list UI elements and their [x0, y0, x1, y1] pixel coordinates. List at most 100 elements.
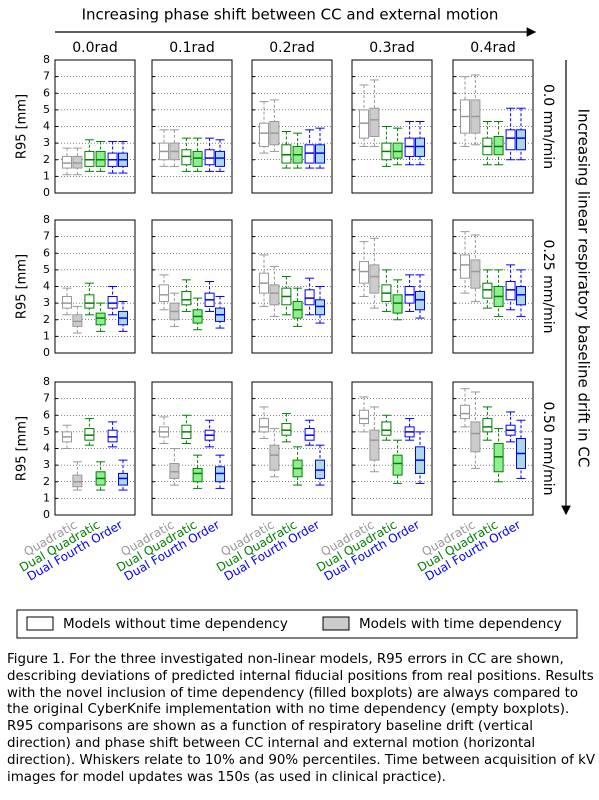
y-tick-label: 0 — [43, 508, 50, 521]
box — [369, 107, 380, 137]
box — [192, 467, 203, 483]
y-tick-label: 2 — [43, 475, 50, 488]
box — [281, 423, 292, 436]
legend-label: Models with time dependency — [359, 616, 562, 632]
legend-swatch — [322, 616, 350, 631]
box — [516, 129, 526, 151]
y-tick-label: 8 — [43, 53, 50, 66]
panel-frame — [251, 219, 333, 354]
box — [460, 254, 470, 279]
panel-frame — [54, 59, 136, 194]
y-tick-label: 4 — [43, 280, 50, 293]
y-tick-label: 5 — [43, 425, 50, 438]
y-tick-label: 4 — [43, 120, 50, 133]
y-tick-label: 5 — [43, 103, 50, 116]
box — [215, 466, 225, 483]
box — [392, 142, 403, 159]
legend-swatch — [26, 616, 54, 631]
box — [315, 299, 325, 316]
box — [470, 421, 481, 453]
box — [315, 144, 325, 164]
y-tick-label: 4 — [43, 442, 50, 455]
row-axis-label: Increasing linear respiratory baseline d… — [575, 109, 593, 468]
panel-frame — [452, 59, 534, 194]
caption: Figure 1. For the three investigated non… — [7, 652, 596, 785]
box — [159, 284, 169, 302]
box — [392, 454, 403, 476]
panel-frame — [151, 59, 233, 194]
y-tick-label: 3 — [43, 296, 50, 309]
box — [72, 474, 83, 488]
y-tick-label: 2 — [43, 313, 50, 326]
panel-frame — [251, 59, 333, 194]
legend-frame — [16, 609, 578, 639]
box — [493, 443, 504, 473]
box — [259, 122, 269, 147]
box — [215, 150, 225, 167]
y-tick-label: 8 — [43, 375, 50, 388]
box — [369, 429, 380, 461]
y-axis-label: R95 [mm] — [15, 416, 30, 481]
box — [269, 444, 280, 471]
panel-frame — [351, 59, 433, 194]
box — [404, 137, 415, 157]
box — [516, 286, 526, 306]
panel-frame — [151, 381, 233, 516]
box — [204, 149, 215, 166]
legend-label: Models without time dependency — [63, 616, 288, 632]
box — [259, 418, 269, 433]
y-tick-label: 1 — [43, 329, 50, 342]
box — [315, 459, 325, 479]
y-tick-label: 8 — [43, 213, 50, 226]
column-label: 0.4rad — [470, 40, 516, 56]
box — [359, 409, 369, 425]
box — [95, 150, 106, 167]
y-tick-label: 0 — [43, 346, 50, 359]
y-tick-label: 7 — [43, 392, 50, 405]
box — [381, 421, 392, 436]
box — [181, 149, 192, 166]
box — [470, 259, 481, 289]
box — [415, 137, 425, 157]
box — [482, 282, 493, 299]
box — [84, 150, 95, 167]
panel-frame — [251, 381, 333, 516]
box — [169, 462, 180, 479]
y-tick-label: 5 — [43, 263, 50, 276]
column-label: 0.2rad — [269, 40, 315, 56]
y-tick-label: 6 — [43, 86, 50, 99]
box — [62, 155, 72, 169]
panel-frame — [452, 381, 534, 516]
box — [392, 294, 403, 314]
box — [107, 429, 118, 443]
chart-title: Increasing phase shift between CC and ex… — [82, 6, 499, 24]
box — [192, 150, 203, 167]
y-tick-label: 3 — [43, 136, 50, 149]
box — [281, 144, 292, 164]
box — [118, 472, 128, 486]
box — [269, 284, 280, 306]
box — [359, 109, 369, 139]
y-tick-label: 7 — [43, 70, 50, 83]
box — [304, 428, 315, 441]
panel-frame — [151, 219, 233, 354]
y-tick-label: 0 — [43, 186, 50, 199]
box — [304, 144, 315, 164]
row-label: 0.0 mm/min — [540, 84, 556, 169]
row-label: 0.25 mm/min — [540, 239, 556, 333]
y-tick-label: 3 — [43, 458, 50, 471]
y-tick-label: 6 — [43, 246, 50, 259]
box — [505, 281, 516, 301]
panel-frame — [54, 219, 136, 354]
y-axis-label: R95 [mm] — [15, 94, 30, 159]
column-label: 0.0rad — [72, 40, 118, 56]
y-axis-label: R95 [mm] — [15, 254, 30, 319]
box — [482, 418, 493, 433]
box — [415, 290, 425, 311]
box — [505, 129, 516, 151]
box — [107, 295, 118, 309]
box — [72, 155, 83, 169]
column-label: 0.3rad — [369, 40, 415, 56]
box — [84, 428, 95, 441]
y-tick-label: 1 — [43, 491, 50, 504]
